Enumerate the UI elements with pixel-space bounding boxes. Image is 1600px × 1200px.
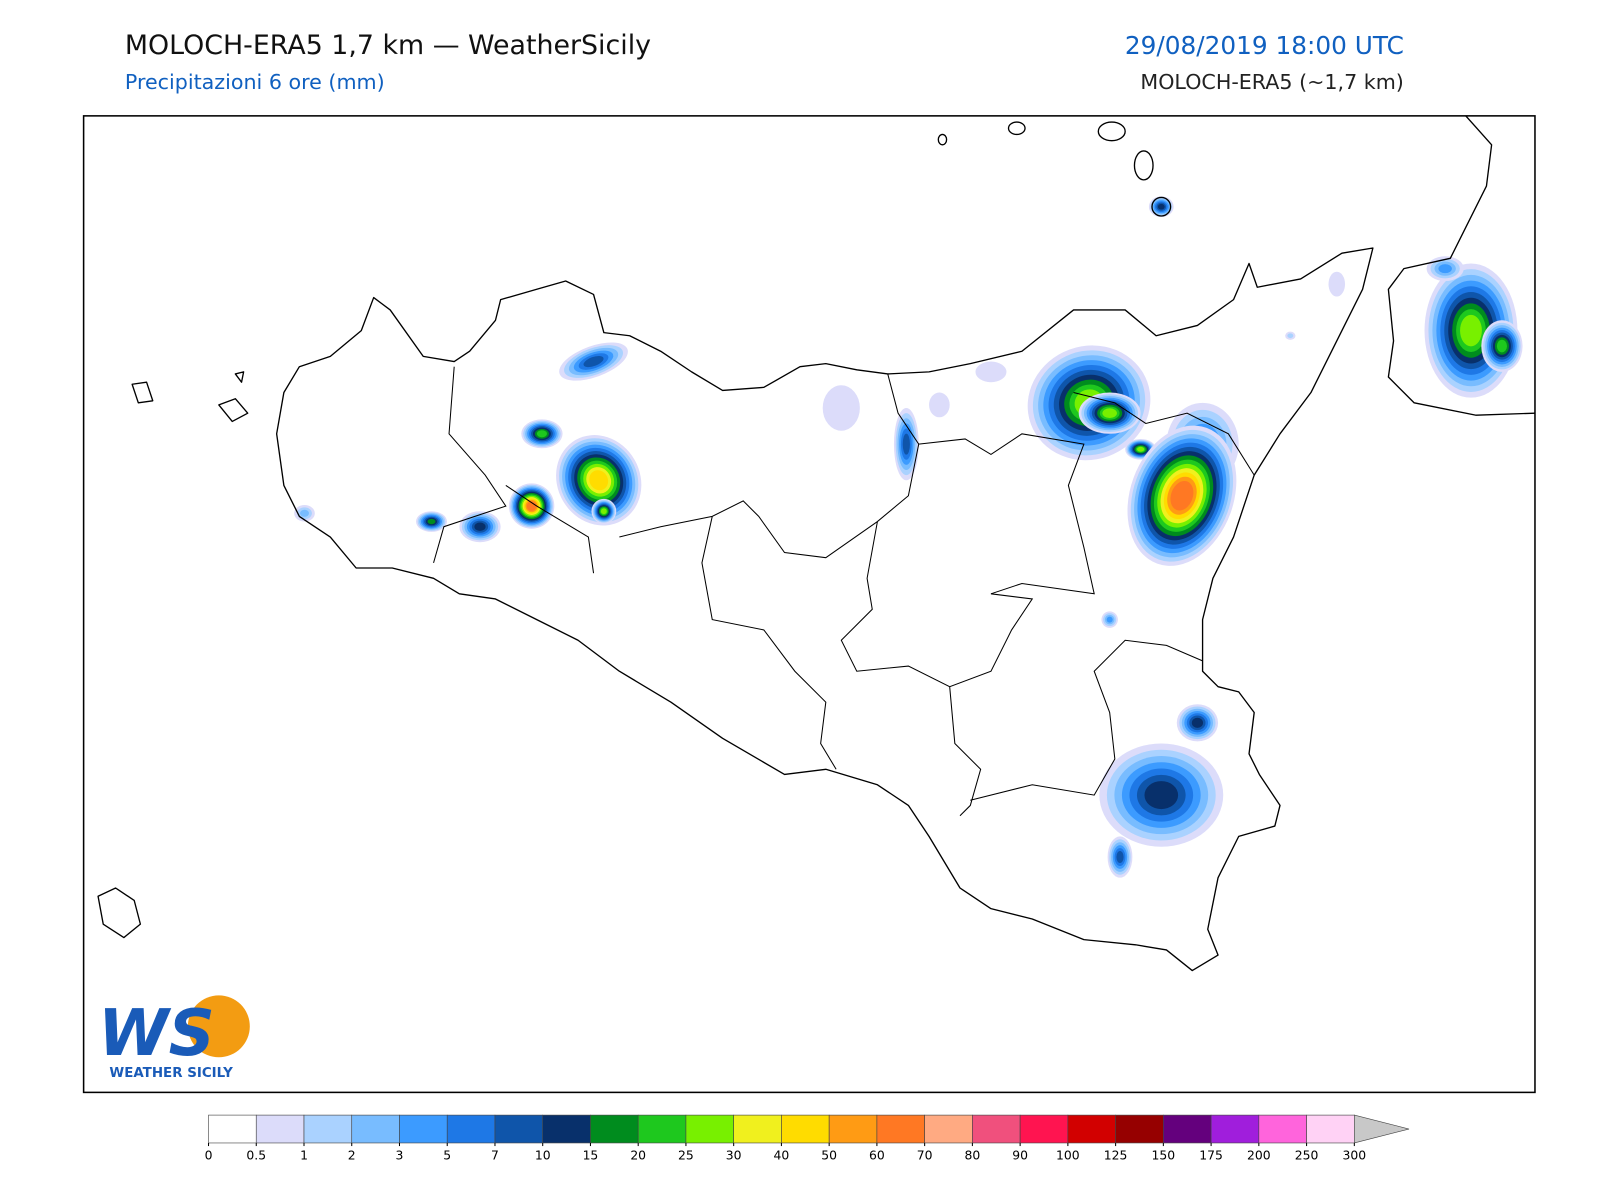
island bbox=[1151, 196, 1172, 217]
colorbar-box bbox=[542, 1114, 591, 1144]
colorbar: 0 0.5 1 2 3 5 7 10 15 20 25 30 40 50 60 70 80 90 100 125 150… bbox=[205, 1114, 1410, 1162]
colorbar-tick-label: 20 bbox=[630, 1148, 646, 1162]
colorbar-box bbox=[1258, 1114, 1307, 1144]
colorbar-box bbox=[208, 1114, 257, 1144]
colorbar-box bbox=[972, 1114, 1021, 1144]
colorbar-box bbox=[1019, 1114, 1069, 1144]
logo: WS WEATHER SICILY bbox=[98, 995, 250, 1081]
map-frame bbox=[82, 115, 1536, 1094]
rain-contour bbox=[583, 355, 604, 368]
colorbar-tick-label: 300 bbox=[1343, 1148, 1367, 1162]
colorbar-tick-label: 15 bbox=[583, 1148, 599, 1162]
colorbar-tick-label: 80 bbox=[965, 1148, 981, 1162]
precipitation-field bbox=[294, 196, 1523, 878]
pantelleria bbox=[97, 887, 142, 939]
island bbox=[1007, 121, 1026, 136]
colorbar-box bbox=[1210, 1114, 1260, 1144]
colorbar-box bbox=[255, 1114, 305, 1144]
colorbar-box bbox=[685, 1114, 734, 1144]
rain-contour bbox=[822, 385, 860, 431]
rain-contour bbox=[1157, 203, 1165, 210]
calabria-coast bbox=[1387, 115, 1535, 416]
rain-contour bbox=[902, 433, 910, 455]
rain-contour bbox=[1496, 339, 1507, 353]
colorbar-box bbox=[1115, 1114, 1164, 1144]
datetime: 29/08/2019 18:00 UTC bbox=[1125, 31, 1404, 60]
colorbar-box bbox=[1306, 1114, 1355, 1144]
colorbar-box bbox=[351, 1114, 400, 1144]
rain-contour bbox=[1144, 781, 1179, 810]
colorbar-box bbox=[303, 1114, 353, 1144]
rain-contour bbox=[929, 392, 950, 418]
colorbar-tick-label: 250 bbox=[1295, 1148, 1319, 1162]
colorbar-tick-label: 5 bbox=[443, 1148, 451, 1162]
colorbar-tick-label: 10 bbox=[535, 1148, 551, 1162]
colorbar-box bbox=[828, 1114, 878, 1144]
colorbar-box bbox=[733, 1114, 782, 1144]
colorbar-tick-label: 70 bbox=[917, 1148, 933, 1162]
colorbar-tick-label: 40 bbox=[774, 1148, 790, 1162]
colorbar-tick-label: 0.5 bbox=[246, 1148, 266, 1162]
colorbar-box bbox=[637, 1114, 687, 1144]
sicily-coast bbox=[275, 247, 1374, 972]
model-label: MOLOCH-ERA5 (~1,7 km) bbox=[1140, 70, 1403, 94]
colorbar-tick-label: 25 bbox=[678, 1148, 694, 1162]
colorbar-box bbox=[924, 1114, 973, 1144]
rain-contour bbox=[1460, 314, 1482, 347]
rain-contour bbox=[427, 518, 436, 525]
colorbar-box bbox=[876, 1114, 925, 1144]
rain-contour bbox=[1116, 851, 1124, 864]
colorbar-tick-label: 175 bbox=[1199, 1148, 1223, 1162]
rain-contour bbox=[975, 361, 1007, 383]
coastlines bbox=[97, 115, 1535, 972]
colorbar-box bbox=[399, 1114, 448, 1144]
egadi bbox=[218, 371, 249, 423]
colorbar-tick-label: 1 bbox=[300, 1148, 308, 1162]
colorbar-box bbox=[781, 1114, 830, 1144]
rain-contour bbox=[536, 430, 547, 438]
ustica bbox=[131, 381, 154, 404]
rain-contour bbox=[1170, 480, 1194, 511]
rain-contour bbox=[1438, 264, 1452, 274]
subtitle: Precipitazioni 6 ore (mm) bbox=[125, 70, 385, 94]
colorbar-box bbox=[1067, 1114, 1116, 1144]
rain-contour bbox=[589, 470, 609, 491]
colorbar-tick-label: 50 bbox=[821, 1148, 837, 1162]
rain-contour bbox=[1328, 271, 1346, 297]
colorbar-tick-label: 2 bbox=[348, 1148, 356, 1162]
colorbar-tick-label: 7 bbox=[491, 1148, 499, 1162]
colorbar-tick-label: 30 bbox=[726, 1148, 742, 1162]
colorbar-tick-label: 3 bbox=[396, 1148, 404, 1162]
colorbar-box bbox=[494, 1114, 544, 1144]
rain-contour bbox=[474, 522, 486, 531]
logo-mark: WS bbox=[98, 997, 215, 1071]
rain-contour bbox=[1106, 616, 1113, 623]
island bbox=[937, 133, 948, 146]
colorbar-extend bbox=[1354, 1114, 1410, 1144]
colorbar-tick-label: 0 bbox=[205, 1148, 213, 1162]
colorbar-box bbox=[1163, 1114, 1212, 1144]
colorbar-tick-label: 200 bbox=[1247, 1148, 1271, 1162]
rain-contour bbox=[1137, 446, 1145, 452]
logo-sun bbox=[187, 995, 250, 1058]
rain-contour bbox=[1287, 333, 1294, 339]
colorbar-tick-label: 100 bbox=[1056, 1148, 1080, 1162]
island bbox=[1097, 121, 1126, 142]
rain-contour bbox=[300, 509, 309, 517]
title: MOLOCH-ERA5 1,7 km — WeatherSicily bbox=[125, 30, 651, 61]
colorbar-box bbox=[446, 1114, 496, 1144]
island bbox=[1133, 150, 1154, 181]
colorbar-tick-label: 60 bbox=[869, 1148, 885, 1162]
colorbar-tick-label: 125 bbox=[1104, 1148, 1128, 1162]
province-borders bbox=[433, 366, 1255, 817]
colorbar-tick-label: 150 bbox=[1152, 1148, 1176, 1162]
rain-contour bbox=[1102, 408, 1117, 419]
rain-contour bbox=[1191, 717, 1204, 728]
colorbar-box bbox=[590, 1114, 639, 1144]
rain-contour bbox=[600, 508, 607, 515]
colorbar-tick-label: 90 bbox=[1012, 1148, 1028, 1162]
logo-text: WEATHER SICILY bbox=[109, 1066, 233, 1081]
